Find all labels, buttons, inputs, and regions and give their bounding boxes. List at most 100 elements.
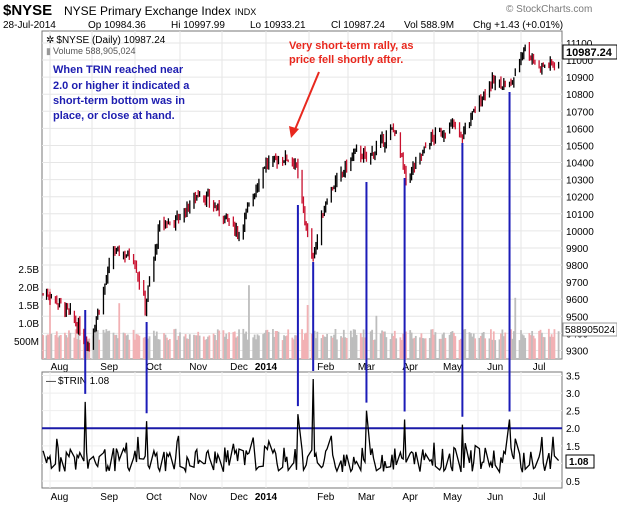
price-month-label: Aug (51, 362, 69, 373)
volume-tick-label: 2.0B (18, 283, 39, 294)
volume-bar (243, 333, 246, 359)
volume-bar (345, 337, 348, 359)
volume-bar (341, 337, 344, 359)
volume-bar (232, 332, 235, 359)
volume-bar (292, 339, 295, 359)
volume-bar (228, 332, 230, 359)
volume-bar (340, 336, 342, 359)
volume-bar (294, 335, 297, 359)
volume-bar (458, 339, 461, 359)
volume-bar (529, 335, 532, 359)
trin-month-label: Oct (146, 492, 162, 503)
volume-bar (522, 335, 525, 359)
volume-bar (369, 331, 372, 359)
volume-bar (330, 335, 333, 359)
volume-bar (158, 339, 161, 359)
volume-bar (164, 334, 167, 359)
volume-bar (424, 338, 427, 359)
volume-bar (420, 333, 423, 359)
volume-legend-icon: ▮ (46, 46, 51, 56)
volume-bar (205, 339, 208, 359)
trin-tick-label: 3.0 (566, 389, 580, 400)
volume-bar (212, 333, 215, 359)
volume-bar (96, 330, 99, 359)
volume-bar (539, 329, 542, 359)
volume-bar (55, 331, 58, 359)
volume-bar (142, 337, 145, 359)
volume-bar (444, 337, 447, 359)
price-month-label: Apr (402, 362, 418, 373)
volume-bar (49, 288, 51, 359)
volume-bar (188, 334, 191, 359)
volume-bar (246, 339, 249, 359)
volume-bar (108, 330, 111, 359)
volume-bar (167, 340, 170, 359)
price-tick-label: 10600 (566, 124, 594, 135)
price-bars (42, 41, 560, 352)
volume-bar (276, 331, 278, 359)
volume-bars (42, 285, 560, 359)
volume-bar (166, 337, 168, 359)
price-tick-label: 9500 (566, 312, 589, 323)
annotation-arrow-head (289, 126, 299, 138)
trin-tick-label: 3.5 (566, 372, 580, 383)
volume-bar (405, 331, 407, 359)
volume-bar (372, 339, 375, 359)
exchange-label: INDX (235, 7, 257, 17)
volume-bar (342, 329, 345, 359)
volume-bar (245, 331, 248, 359)
volume-bar (479, 335, 482, 359)
volume-bar (419, 337, 421, 359)
volume-bar (501, 329, 504, 359)
volume-bar (504, 332, 507, 359)
volume-bar (77, 334, 80, 359)
trin-x-axis: Aug Sep Oct Nov Dec 2014 Feb Mar Apr May Jun Jul (51, 492, 546, 503)
volume-bar (173, 329, 176, 359)
change-value: Chg +1.43 (+0.01%) (473, 20, 563, 31)
volume-bar (412, 338, 414, 359)
volume-bar (494, 340, 497, 359)
price-month-label: Sep (100, 362, 118, 373)
volume-bar (520, 330, 522, 359)
volume-bar (331, 337, 334, 359)
volume-bar (324, 336, 327, 359)
volume-bar (193, 334, 195, 359)
volume-bar (168, 338, 171, 359)
volume-bar (323, 336, 326, 359)
volume-bar (431, 329, 434, 359)
volume-bar (208, 335, 211, 359)
volume-bar (207, 336, 209, 359)
volume-bar (322, 334, 324, 359)
volume-bar (438, 338, 441, 359)
volume-bar (226, 339, 229, 359)
volume-bar (448, 334, 451, 359)
volume-bar (349, 330, 352, 359)
volume-bar (215, 340, 218, 359)
volume-bar (402, 333, 405, 359)
volume-bar (557, 331, 560, 359)
trin-month-label: Jun (487, 492, 503, 503)
volume-bar (502, 336, 505, 359)
price-tick-label: 9600 (566, 295, 589, 306)
price-month-label: May (443, 362, 462, 373)
volume-bar (102, 329, 105, 359)
volume-bar (470, 333, 472, 359)
volume-y-axis: 500M 1.0B 1.5B 2.0B 2.5B (14, 265, 39, 348)
volume-bar (45, 335, 48, 359)
price-y-axis: 9300940095009600970098009900100001010010… (566, 39, 594, 358)
volume-bar (543, 337, 546, 359)
price-legend: ✲ $NYSE (Daily) 10987.24 (46, 35, 166, 46)
volume-bar (78, 339, 81, 359)
volume-bar (389, 339, 392, 359)
volume-bar (202, 336, 205, 359)
volume-bar (301, 329, 303, 359)
trin-legend-text: $TRIN 1.08 (58, 376, 110, 387)
trin-last-tag: 1.08 (565, 454, 595, 469)
trin-month-label: Apr (402, 492, 418, 503)
volume-bar (468, 332, 471, 359)
volume-bar (105, 329, 108, 359)
volume-bar (242, 328, 245, 359)
volume-bar (490, 329, 492, 359)
volume-bar (255, 339, 257, 359)
